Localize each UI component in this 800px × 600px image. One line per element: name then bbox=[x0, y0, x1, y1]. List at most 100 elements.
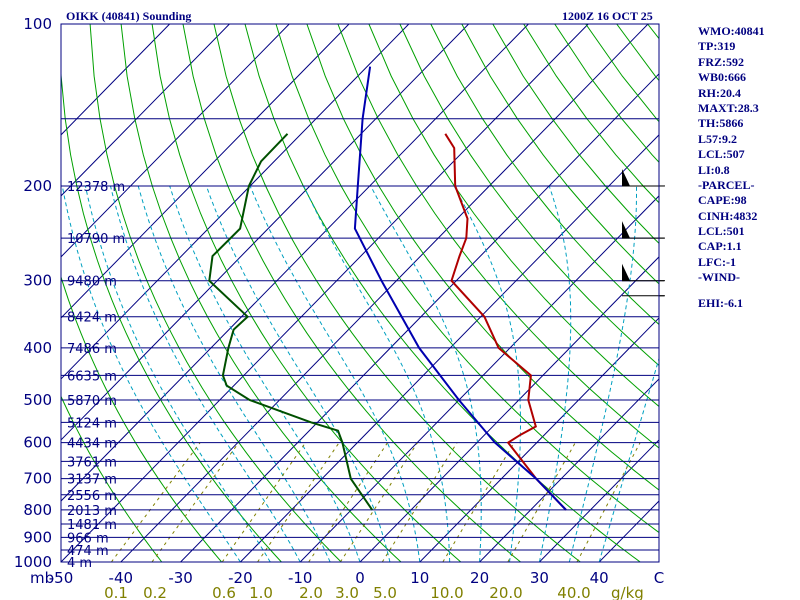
height-level-label: 9480 m bbox=[67, 275, 117, 290]
isotherm-line bbox=[61, 24, 350, 319]
sounding-index-item: MAXT:28.3 bbox=[698, 100, 759, 115]
mixing-ratio-tick-label: 10.0 bbox=[430, 584, 463, 600]
moist-adiabat-line bbox=[137, 185, 331, 562]
chart-grid bbox=[61, 24, 800, 562]
sounding-index-item: LFC:-1 bbox=[698, 254, 736, 269]
isotherm-line bbox=[180, 73, 659, 562]
mixing-ratio-tick-label: 40.0 bbox=[557, 584, 590, 600]
moist-adiabat-line bbox=[568, 186, 637, 562]
pressure-tick-label: 300 bbox=[23, 272, 52, 290]
height-level-label: 6635 m bbox=[67, 369, 117, 384]
sounding-index-item: LI:0.8 bbox=[698, 162, 730, 177]
height-level-label: 3137 m bbox=[67, 473, 117, 488]
moist-adiabat-line bbox=[598, 356, 659, 562]
dry-adiabat-line bbox=[306, 24, 659, 491]
height-level-label: 3761 m bbox=[67, 455, 117, 470]
height-level-label: 2013 m bbox=[67, 504, 117, 519]
dry-adiabat-line bbox=[61, 275, 222, 562]
chart-series bbox=[208, 66, 567, 511]
height-level-label: 5124 m bbox=[67, 416, 117, 431]
dry-adiabat-line bbox=[120, 24, 402, 562]
isotherm-line bbox=[61, 24, 290, 258]
chart-title: OIKK (40841) Sounding bbox=[66, 9, 191, 23]
mixing-ratio-line bbox=[442, 442, 515, 562]
height-level-label: 2556 m bbox=[67, 489, 117, 504]
pressure-tick-label: 700 bbox=[23, 470, 52, 488]
temperature-tick-label: 30 bbox=[530, 569, 549, 587]
dewpoint-profile-line bbox=[208, 133, 374, 511]
mixing-ratio-line bbox=[507, 442, 576, 562]
isotherm-line bbox=[240, 134, 659, 562]
isotherm-line bbox=[359, 256, 659, 562]
moist-adiabat-line bbox=[249, 185, 421, 562]
pressure-tick-label: 600 bbox=[23, 434, 52, 452]
sounding-index-item: TP:319 bbox=[698, 39, 736, 54]
dry-adiabat-line bbox=[275, 24, 659, 534]
sounding-index-item: -PARCEL- bbox=[698, 177, 755, 192]
temperature-tick-label: -40 bbox=[109, 569, 134, 587]
sounding-index-item: CINH:4832 bbox=[698, 208, 758, 223]
height-level-label: 10790 m bbox=[67, 232, 125, 247]
sounding-index-item: -WIND- bbox=[698, 270, 740, 285]
mixing-ratio-line bbox=[381, 442, 458, 562]
sounding-index-item: WB0:666 bbox=[698, 70, 746, 85]
sounding-index-item: EHI:-6.1 bbox=[698, 295, 743, 310]
height-level-label: 474 m bbox=[67, 544, 109, 559]
mixing-ratio-tick-label: 0.1 bbox=[104, 584, 128, 600]
pressure-tick-label: 900 bbox=[23, 528, 52, 546]
temperature-tick-label: 20 bbox=[470, 569, 489, 587]
dry-adiabat-line bbox=[151, 24, 462, 562]
sounding-index-item bbox=[698, 286, 765, 296]
height-level-label: 1481 m bbox=[67, 518, 117, 533]
temperature-tick-label: -30 bbox=[168, 569, 193, 587]
height-level-label: 7486 m bbox=[67, 342, 117, 357]
mixing-ratio-tick-label: 5.0 bbox=[373, 584, 397, 600]
sounding-indices-panel: WMO:40841 TP:319 FRZ:592 WB0:666 RH:20.4 MAXT… bbox=[698, 24, 765, 311]
temperature-tick-label: -50 bbox=[49, 569, 74, 587]
parcel-profile-line bbox=[353, 66, 567, 511]
temperature-tick-label: -10 bbox=[288, 569, 313, 587]
isotherm-line bbox=[479, 378, 659, 562]
sounding-index-item: L57:9.2 bbox=[698, 131, 737, 146]
height-level-label: 12378 m bbox=[67, 180, 125, 195]
height-level-label: 966 m bbox=[67, 531, 109, 546]
mixing-ratio-line bbox=[339, 442, 418, 562]
height-level-label: 8424 m bbox=[67, 311, 117, 326]
temperature-tick-label: 40 bbox=[590, 569, 609, 587]
moist-adiabat-line bbox=[303, 185, 451, 562]
pressure-tick-label: 100 bbox=[23, 15, 52, 33]
isotherm-line bbox=[61, 24, 469, 441]
temperature-tick-label: C bbox=[654, 569, 664, 587]
mixing-ratio-line bbox=[576, 442, 641, 562]
temperature-tick-label: 0 bbox=[355, 569, 365, 587]
sounding-index-item: FRZ:592 bbox=[698, 54, 744, 69]
pressure-tick-label: 400 bbox=[23, 339, 52, 357]
isotherm-line bbox=[539, 439, 659, 562]
pressure-tick-label: 200 bbox=[23, 177, 52, 195]
mixing-ratio-line bbox=[221, 442, 306, 562]
wind-barb-pennant bbox=[622, 168, 630, 186]
mixing-ratio-tick-label: 0.6 bbox=[212, 584, 236, 600]
pressure-tick-label: 800 bbox=[23, 501, 52, 519]
isotherm-line bbox=[419, 317, 659, 562]
mixing-ratio-line bbox=[151, 442, 240, 562]
isotherm-line bbox=[61, 24, 230, 197]
wind-barb-pennant bbox=[622, 221, 630, 239]
wind-profile bbox=[622, 168, 665, 297]
mixing-ratio-tick-label: 3.0 bbox=[335, 584, 359, 600]
dry-adiabat-line bbox=[772, 24, 800, 562]
isotherm-line bbox=[120, 24, 649, 562]
sounding-index-item: CAP:1.1 bbox=[698, 239, 742, 254]
isotherm-line bbox=[61, 24, 529, 502]
sounding-index-item: RH:20.4 bbox=[698, 85, 741, 100]
sounding-index-item: WMO:40841 bbox=[698, 24, 765, 38]
height-level-label: 4434 m bbox=[67, 437, 117, 452]
moist-adiabat-line bbox=[169, 185, 361, 562]
temperature-tick-label: -20 bbox=[228, 569, 253, 587]
pressure-tick-label: 1000 bbox=[14, 553, 52, 571]
sounding-index-item: CAPE:98 bbox=[698, 193, 747, 208]
mixing-ratio-tick-label: 20.0 bbox=[489, 584, 522, 600]
pressure-tick-label: 500 bbox=[23, 391, 52, 409]
